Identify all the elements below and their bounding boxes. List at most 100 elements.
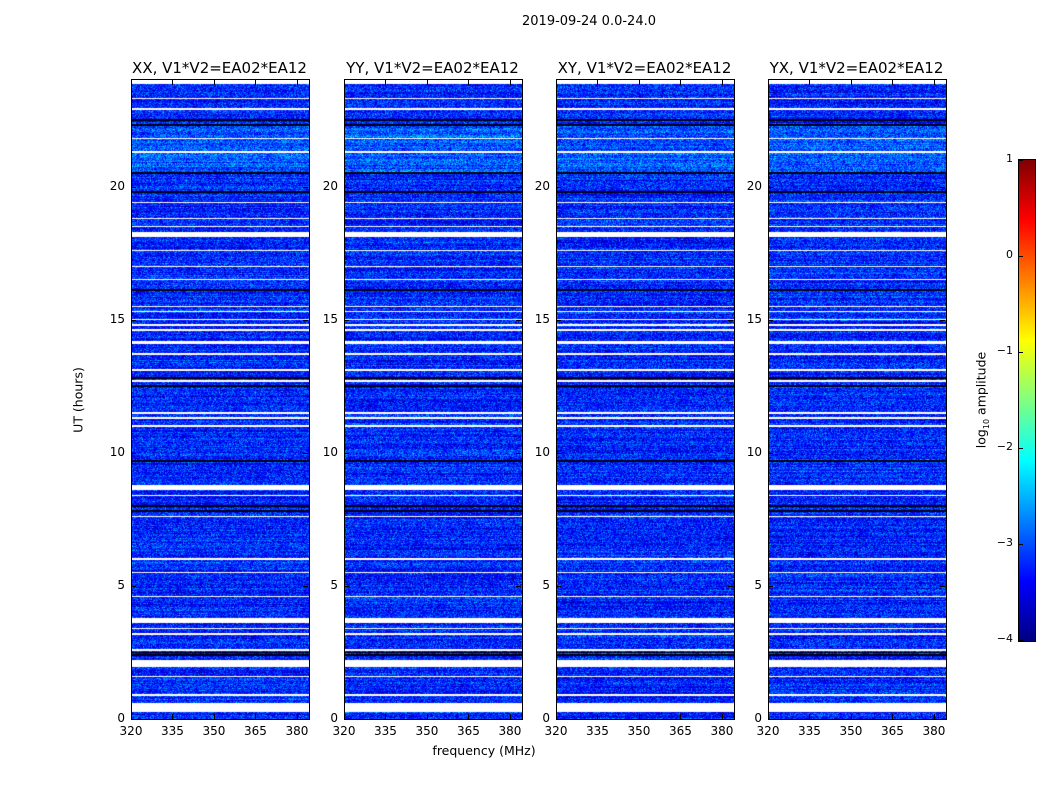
colorbar-label: log10 amplitude bbox=[973, 351, 991, 449]
colorbar-tick-label: −2 bbox=[996, 440, 1013, 453]
x-tick-label: 365 bbox=[457, 724, 480, 738]
x-tick-mark bbox=[556, 80, 557, 85]
y-tick-mark bbox=[516, 585, 521, 587]
spectrogram-panel bbox=[344, 79, 523, 720]
panel-title: YY, V1*V2=EA02*EA12 bbox=[346, 59, 519, 77]
y-tick-mark bbox=[556, 319, 561, 321]
x-tick-mark bbox=[721, 80, 723, 85]
y-tick-label: 0 bbox=[542, 711, 550, 725]
y-tick-mark bbox=[728, 585, 733, 587]
x-tick-mark bbox=[296, 80, 298, 85]
x-tick-mark bbox=[680, 80, 682, 85]
colorbar-tick-label: −3 bbox=[996, 536, 1013, 549]
y-tick-mark bbox=[131, 319, 136, 321]
spectrogram-image bbox=[557, 80, 734, 719]
y-tick-label: 5 bbox=[330, 577, 338, 592]
y-tick-mark bbox=[344, 319, 349, 321]
y-tick-mark bbox=[768, 585, 773, 587]
y-tick-label: 5 bbox=[542, 577, 550, 592]
x-tick-mark bbox=[131, 80, 132, 85]
x-tick-mark bbox=[468, 714, 470, 719]
x-tick-mark bbox=[426, 714, 428, 719]
panel-title: XX, V1*V2=EA02*EA12 bbox=[132, 59, 307, 77]
x-tick-mark bbox=[721, 714, 723, 719]
y-tick-mark bbox=[728, 452, 733, 454]
x-tick-label: 380 bbox=[922, 724, 946, 738]
x-tick-label: 320 bbox=[332, 724, 356, 738]
y-tick-mark bbox=[303, 585, 308, 587]
y-tick-mark bbox=[728, 186, 733, 188]
colorbar-tick-label: −4 bbox=[996, 632, 1013, 645]
x-tick-mark bbox=[809, 80, 811, 85]
y-tick-label: 20 bbox=[746, 178, 762, 193]
x-tick-label: 320 bbox=[544, 724, 568, 738]
x-tick-mark bbox=[213, 714, 215, 719]
x-tick-mark bbox=[850, 714, 852, 719]
colorbar-tick-mark bbox=[1019, 640, 1023, 641]
x-tick-mark bbox=[255, 714, 257, 719]
x-tick-label: 365 bbox=[669, 724, 692, 738]
y-tick-mark bbox=[516, 319, 521, 321]
x-tick-label: 320 bbox=[756, 724, 780, 738]
x-tick-label: 350 bbox=[839, 724, 863, 738]
x-tick-mark bbox=[680, 714, 682, 719]
x-tick-label: 335 bbox=[586, 724, 609, 738]
x-tick-mark bbox=[172, 80, 174, 85]
x-tick-mark bbox=[296, 714, 298, 719]
y-tick-mark bbox=[131, 452, 136, 454]
y-tick-label: 15 bbox=[746, 311, 762, 326]
x-tick-mark bbox=[597, 80, 599, 85]
y-tick-mark bbox=[303, 186, 308, 188]
spectrogram-panel bbox=[768, 79, 947, 720]
y-tick-mark bbox=[728, 319, 733, 321]
x-tick-mark bbox=[638, 80, 640, 85]
y-tick-mark bbox=[303, 719, 308, 720]
x-tick-label: 380 bbox=[710, 724, 734, 738]
y-tick-label: 15 bbox=[109, 311, 125, 326]
y-tick-mark bbox=[556, 186, 561, 188]
y-tick-label: 5 bbox=[754, 577, 762, 592]
x-tick-label: 365 bbox=[881, 724, 904, 738]
x-tick-label: 320 bbox=[119, 724, 143, 738]
y-tick-mark bbox=[344, 719, 349, 720]
colorbar-tick-label: 0 bbox=[1006, 248, 1013, 261]
x-tick-mark bbox=[597, 714, 599, 719]
x-tick-mark bbox=[850, 80, 852, 85]
y-tick-mark bbox=[303, 319, 308, 321]
y-tick-label: 10 bbox=[534, 444, 550, 459]
y-tick-mark bbox=[344, 452, 349, 454]
x-tick-label: 380 bbox=[498, 724, 522, 738]
x-tick-mark bbox=[509, 714, 511, 719]
colorbar-tick-mark bbox=[1019, 160, 1023, 161]
y-tick-mark bbox=[131, 186, 136, 188]
y-tick-mark bbox=[940, 452, 945, 454]
colorbar bbox=[1018, 159, 1036, 642]
y-tick-mark bbox=[556, 585, 561, 587]
y-tick-mark bbox=[940, 186, 945, 188]
colorbar-tick-mark bbox=[1019, 352, 1023, 353]
x-tick-mark bbox=[933, 80, 935, 85]
y-tick-mark bbox=[344, 186, 349, 188]
y-axis-label: UT (hours) bbox=[70, 367, 86, 433]
x-tick-mark bbox=[933, 714, 935, 719]
x-tick-label: 380 bbox=[285, 724, 309, 738]
colorbar-tick-mark bbox=[1019, 544, 1023, 545]
y-tick-label: 10 bbox=[746, 444, 762, 459]
x-tick-label: 350 bbox=[202, 724, 226, 738]
x-tick-label: 350 bbox=[415, 724, 439, 738]
y-tick-mark bbox=[556, 452, 561, 454]
y-tick-mark bbox=[344, 585, 349, 587]
x-tick-mark bbox=[809, 714, 811, 719]
x-tick-mark bbox=[638, 714, 640, 719]
x-tick-label: 350 bbox=[627, 724, 651, 738]
x-tick-mark bbox=[768, 714, 769, 719]
x-tick-mark bbox=[344, 80, 345, 85]
colorbar-tick-label: −1 bbox=[996, 344, 1013, 357]
y-tick-mark bbox=[516, 719, 521, 720]
y-tick-mark bbox=[940, 319, 945, 321]
panel-title: XY, V1*V2=EA02*EA12 bbox=[557, 59, 732, 77]
figure-title: 2019-09-24 0.0-24.0 bbox=[522, 14, 656, 29]
y-tick-mark bbox=[556, 719, 561, 720]
colorbar-tick-mark bbox=[1019, 256, 1023, 257]
